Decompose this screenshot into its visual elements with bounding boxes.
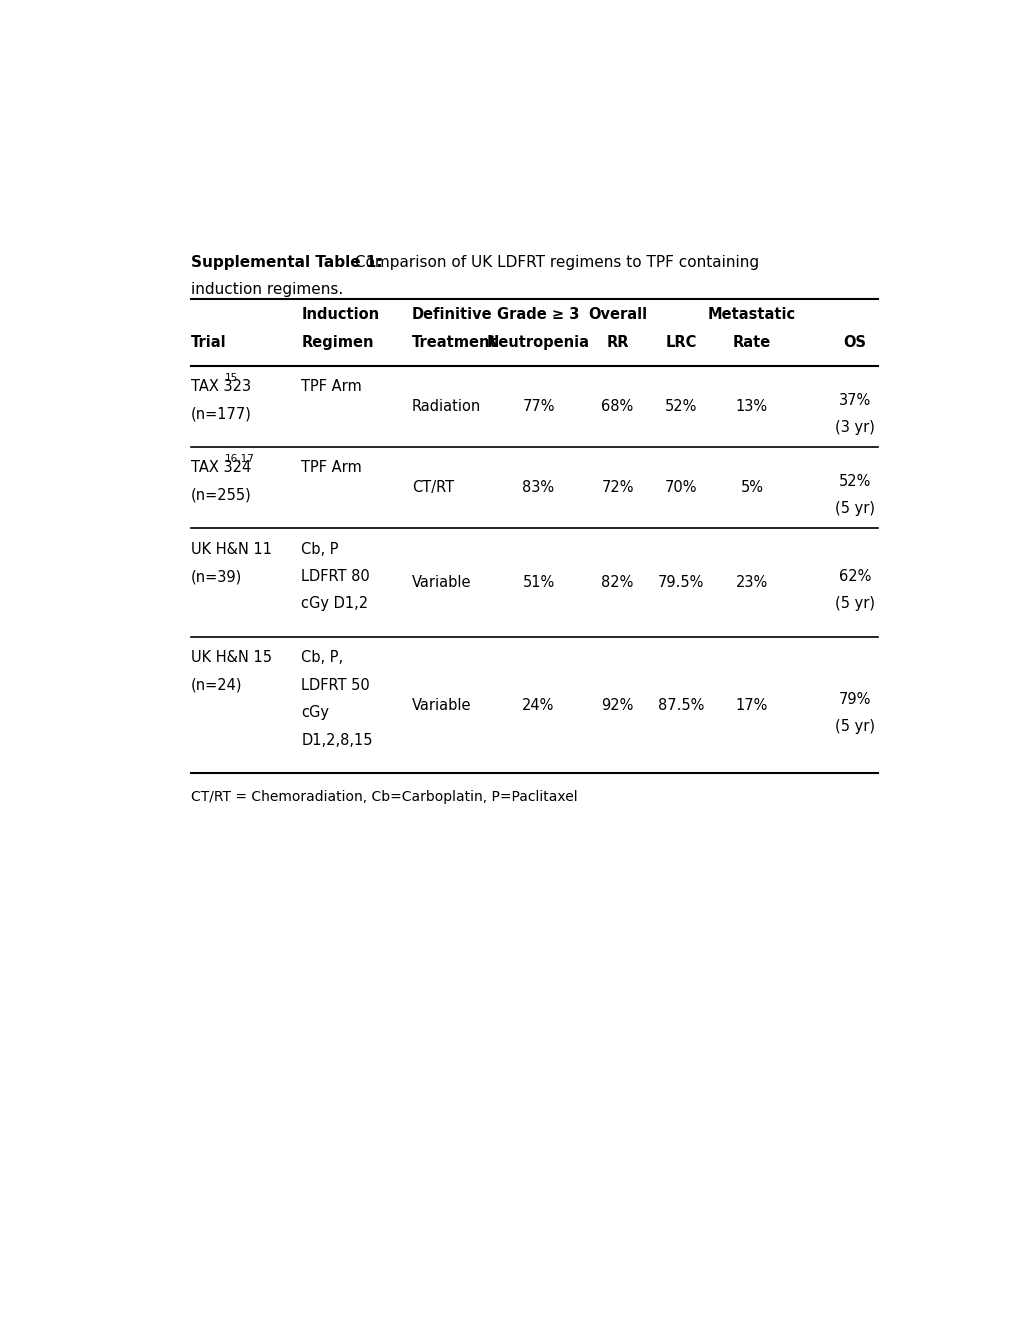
Text: Metastatic: Metastatic bbox=[707, 306, 795, 322]
Text: (5 yr): (5 yr) bbox=[834, 719, 874, 734]
Text: 51%: 51% bbox=[522, 576, 554, 590]
Text: Variable: Variable bbox=[412, 698, 471, 713]
Text: (n=24): (n=24) bbox=[191, 677, 242, 693]
Text: (n=255): (n=255) bbox=[191, 487, 252, 503]
Text: 79.5%: 79.5% bbox=[657, 576, 703, 590]
Text: Comparison of UK LDFRT regimens to TPF containing: Comparison of UK LDFRT regimens to TPF c… bbox=[351, 255, 759, 271]
Text: induction regimens.: induction regimens. bbox=[191, 282, 342, 297]
Text: 92%: 92% bbox=[601, 698, 633, 713]
Text: Cb, P: Cb, P bbox=[302, 541, 338, 557]
Text: (5 yr): (5 yr) bbox=[834, 502, 874, 516]
Text: Radiation: Radiation bbox=[412, 399, 481, 414]
Text: UK H&N 11: UK H&N 11 bbox=[191, 541, 271, 557]
Text: Neutropenia: Neutropenia bbox=[487, 335, 589, 350]
Text: 24%: 24% bbox=[522, 698, 554, 713]
Text: TPF Arm: TPF Arm bbox=[302, 379, 362, 393]
Text: 16,17: 16,17 bbox=[225, 454, 255, 465]
Text: 52%: 52% bbox=[664, 399, 696, 414]
Text: 62%: 62% bbox=[838, 569, 870, 583]
Text: 5%: 5% bbox=[740, 480, 763, 495]
Text: Definitive: Definitive bbox=[412, 306, 492, 322]
Text: Regimen: Regimen bbox=[302, 335, 374, 350]
Text: (3 yr): (3 yr) bbox=[834, 420, 874, 436]
Text: 52%: 52% bbox=[838, 474, 870, 488]
Text: LRC: LRC bbox=[664, 335, 696, 350]
Text: 17%: 17% bbox=[735, 698, 767, 713]
Text: D1,2,8,15: D1,2,8,15 bbox=[302, 733, 373, 747]
Text: UK H&N 15: UK H&N 15 bbox=[191, 651, 271, 665]
Text: (n=177): (n=177) bbox=[191, 407, 252, 421]
Text: Cb, P,: Cb, P, bbox=[302, 651, 343, 665]
Text: Rate: Rate bbox=[732, 335, 770, 350]
Text: 72%: 72% bbox=[601, 480, 633, 495]
Text: CT/RT: CT/RT bbox=[412, 480, 453, 495]
Text: Overall: Overall bbox=[588, 306, 646, 322]
Text: 87.5%: 87.5% bbox=[657, 698, 703, 713]
Text: CT/RT = Chemoradiation, Cb=Carboplatin, P=Paclitaxel: CT/RT = Chemoradiation, Cb=Carboplatin, … bbox=[191, 789, 577, 804]
Text: (5 yr): (5 yr) bbox=[834, 597, 874, 611]
Text: 68%: 68% bbox=[601, 399, 633, 414]
Text: 83%: 83% bbox=[522, 480, 554, 495]
Text: 23%: 23% bbox=[735, 576, 767, 590]
Text: 13%: 13% bbox=[736, 399, 767, 414]
Text: Variable: Variable bbox=[412, 576, 471, 590]
Text: TAX 324: TAX 324 bbox=[191, 461, 251, 475]
Text: Supplemental Table 1:: Supplemental Table 1: bbox=[191, 255, 382, 271]
Text: 79%: 79% bbox=[838, 692, 870, 706]
Text: 82%: 82% bbox=[601, 576, 633, 590]
Text: TAX 323: TAX 323 bbox=[191, 379, 251, 393]
Text: cGy: cGy bbox=[302, 705, 329, 721]
Text: RR: RR bbox=[605, 335, 629, 350]
Text: Treatment: Treatment bbox=[412, 335, 497, 350]
Text: LDFRT 80: LDFRT 80 bbox=[302, 569, 370, 583]
Text: Induction: Induction bbox=[302, 306, 379, 322]
Text: LDFRT 50: LDFRT 50 bbox=[302, 677, 370, 693]
Text: (n=39): (n=39) bbox=[191, 569, 242, 583]
Text: cGy D1,2: cGy D1,2 bbox=[302, 597, 368, 611]
Text: Grade ≥ 3: Grade ≥ 3 bbox=[497, 306, 579, 322]
Text: 70%: 70% bbox=[664, 480, 696, 495]
Text: 37%: 37% bbox=[838, 392, 870, 408]
Text: OS: OS bbox=[843, 335, 865, 350]
Text: TPF Arm: TPF Arm bbox=[302, 461, 362, 475]
Text: Trial: Trial bbox=[191, 335, 226, 350]
Text: 15: 15 bbox=[225, 372, 238, 383]
Text: 77%: 77% bbox=[522, 399, 554, 414]
